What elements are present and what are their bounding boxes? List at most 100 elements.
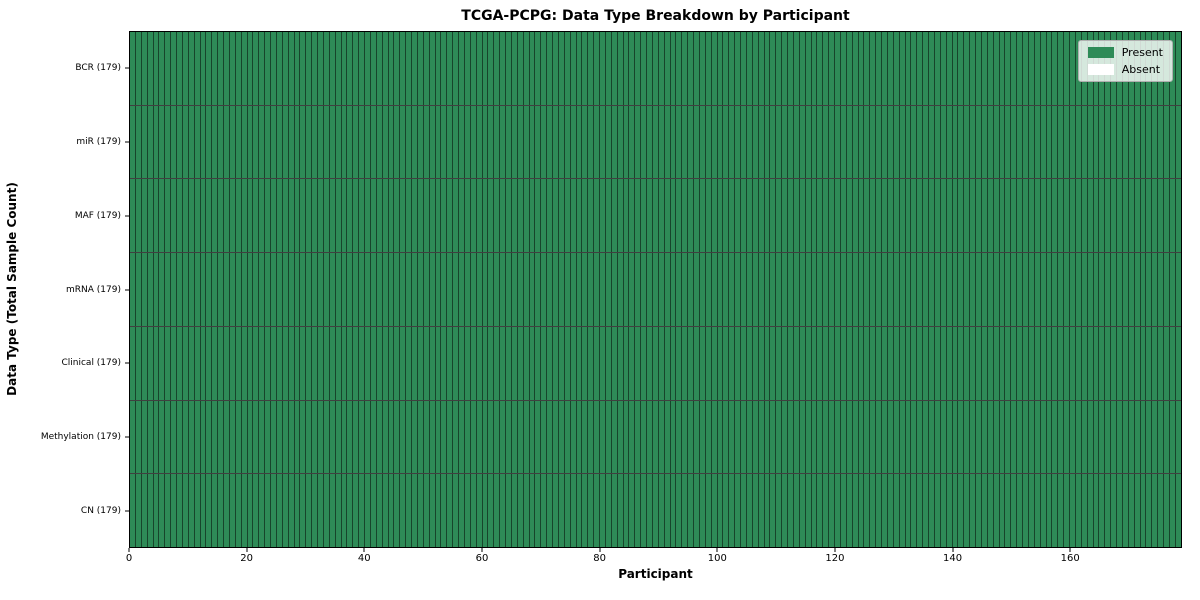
heatmap-cell [1128, 105, 1135, 179]
heatmap-cell [535, 253, 542, 326]
heatmap-cell [1052, 326, 1059, 400]
heatmap-cell [1034, 179, 1041, 253]
heatmap-cell [993, 179, 1000, 253]
heatmap-cell [218, 32, 224, 105]
x-tick-mark [834, 548, 836, 552]
heatmap-cell [335, 179, 342, 253]
heatmap-cell [435, 105, 442, 179]
heatmap-cell [1111, 326, 1117, 400]
heatmap-cell [1070, 474, 1076, 548]
heatmap-cell [353, 253, 360, 326]
heatmap-cell [934, 105, 941, 179]
heatmap-cell [976, 474, 982, 548]
heatmap-cell [417, 474, 424, 548]
heatmap-cell [1028, 326, 1035, 400]
heatmap-cell [976, 179, 982, 253]
heatmap-cell [382, 474, 389, 548]
heatmap-cell [500, 253, 506, 326]
heatmap-cell [488, 253, 495, 326]
heatmap-cell [1117, 105, 1123, 179]
heatmap-cell [318, 32, 324, 105]
heatmap-cell [940, 326, 947, 400]
heatmap-cell [835, 179, 841, 253]
heatmap-cell [394, 105, 401, 179]
heatmap-cell [829, 105, 835, 179]
heatmap-cell [206, 326, 213, 400]
heatmap-cell [447, 326, 454, 400]
heatmap-cell [1064, 32, 1070, 105]
heatmap-cell [1046, 105, 1053, 179]
heatmap-cell [858, 400, 865, 474]
heatmap-cell [746, 32, 753, 105]
heatmap-cell [782, 400, 788, 474]
heatmap-cell [323, 326, 330, 400]
heatmap-cell [1128, 474, 1135, 548]
heatmap-cell [1005, 105, 1012, 179]
heatmap-cell [940, 105, 947, 179]
heatmap-cell [206, 474, 213, 548]
y-tick-label: CN (179) [80, 506, 121, 517]
heatmap-cell [135, 474, 142, 548]
heatmap-cell [182, 105, 189, 179]
heatmap-cell [1011, 474, 1018, 548]
heatmap-cell [1052, 400, 1059, 474]
heatmap-cell [235, 400, 242, 474]
heatmap-cell [341, 105, 348, 179]
heatmap-cell [130, 400, 136, 474]
heatmap-cell [1040, 253, 1047, 326]
heatmap-cell [1099, 474, 1106, 548]
heatmap-cell [459, 326, 465, 400]
heatmap-cell [353, 400, 360, 474]
heatmap-cell [776, 253, 783, 326]
heatmap-cell [1052, 253, 1059, 326]
heatmap-cell [335, 32, 342, 105]
heatmap-cell [887, 326, 894, 400]
heatmap-cell [970, 32, 976, 105]
heatmap-cell [829, 326, 835, 400]
heatmap-cell [441, 400, 448, 474]
heatmap-cell [400, 326, 407, 400]
y-tick-label: MAF (179) [74, 210, 121, 221]
heatmap-cell [153, 105, 160, 179]
heatmap-cell [318, 105, 324, 179]
heatmap-cell [153, 179, 160, 253]
heatmap-cell [541, 474, 548, 548]
heatmap-cell [652, 32, 659, 105]
heatmap-cell [635, 179, 642, 253]
heatmap-cell [858, 253, 865, 326]
heatmap-cell [934, 179, 941, 253]
heatmap-cell [1117, 326, 1123, 400]
heatmap-cell [782, 32, 788, 105]
heatmap-cell [511, 105, 518, 179]
heatmap-cell [1152, 400, 1159, 474]
heatmap-cell [1075, 474, 1082, 548]
heatmap-cell [870, 474, 877, 548]
heatmap-cell [605, 253, 612, 326]
heatmap-cell [265, 179, 271, 253]
heatmap-cell [1011, 32, 1018, 105]
heatmap-cell [840, 179, 847, 253]
heatmap-cell [893, 474, 900, 548]
heatmap-cell [212, 32, 219, 105]
heatmap-cell [699, 326, 706, 400]
heatmap-cell [276, 105, 283, 179]
heatmap-cell [441, 326, 448, 400]
heatmap-cell [1146, 326, 1153, 400]
heatmap-cell [741, 474, 747, 548]
heatmap-cell [500, 474, 506, 548]
heatmap-cell [165, 32, 172, 105]
heatmap-cell [153, 400, 160, 474]
heatmap-cell [682, 474, 689, 548]
heatmap-cell [1093, 400, 1100, 474]
heatmap-cell [952, 105, 959, 179]
heatmap-cell [899, 253, 906, 326]
heatmap-cell [547, 105, 553, 179]
heatmap-cell [1081, 179, 1088, 253]
heatmap-cell [547, 326, 553, 400]
heatmap-cell [611, 400, 618, 474]
heatmap-cell [570, 400, 577, 474]
heatmap-cell [1134, 179, 1141, 253]
heatmap-cell [999, 400, 1006, 474]
heatmap-cell [600, 326, 606, 400]
heatmap-cell [288, 253, 295, 326]
